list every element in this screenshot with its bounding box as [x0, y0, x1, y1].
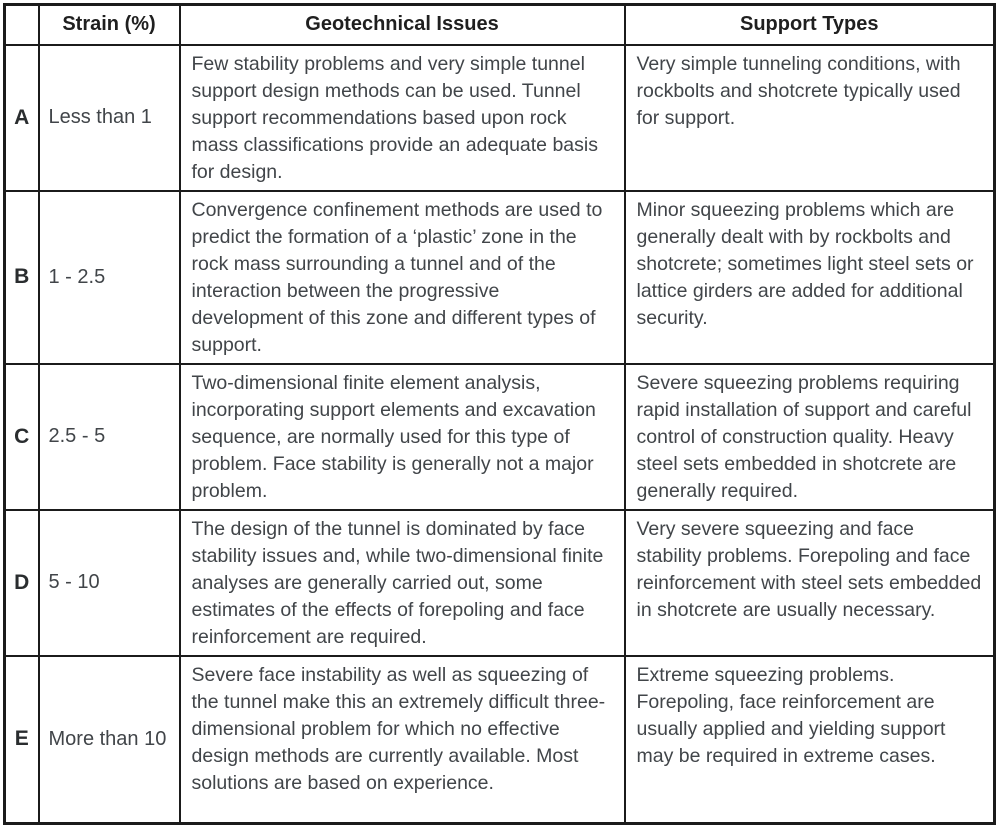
support-types-cell: Very severe squeezing and face stability… — [623, 508, 996, 657]
header-geotechnical-issues: Geotechnical Issues — [178, 3, 626, 46]
support-types-cell: Extreme squeezing problems. Forepoling, … — [623, 654, 996, 825]
class-cell: D — [3, 508, 40, 657]
strain-cell: 5 - 10 — [37, 508, 181, 657]
header-class — [3, 3, 40, 46]
geotechnical-issues-cell: Convergence confinement methods are used… — [178, 189, 626, 365]
strain-cell: 2.5 - 5 — [37, 362, 181, 511]
page: Strain (%) Geotechnical Issues Support T… — [3, 3, 996, 825]
geotechnical-issues-cell: Two-dimensional finite element analysis,… — [178, 362, 626, 511]
geotechnical-issues-cell: Severe face instability as well as squee… — [178, 654, 626, 825]
geotechnical-issues-cell: The design of the tunnel is dominated by… — [178, 508, 626, 657]
table-row-e: E More than 10 Severe face instability a… — [3, 654, 996, 825]
header-row: Strain (%) Geotechnical Issues Support T… — [3, 3, 996, 46]
table-row-b: B 1 - 2.5 Convergence confinement method… — [3, 189, 996, 365]
class-cell: C — [3, 362, 40, 511]
table-row-d: D 5 - 10 The design of the tunnel is dom… — [3, 508, 996, 657]
class-cell: A — [3, 43, 40, 192]
geotechnical-issues-cell: Few stability problems and very simple t… — [178, 43, 626, 192]
header-strain: Strain (%) — [37, 3, 181, 46]
strain-cell: Less than 1 — [37, 43, 181, 192]
class-cell: B — [3, 189, 40, 365]
header-support-types: Support Types — [623, 3, 996, 46]
strain-cell: 1 - 2.5 — [37, 189, 181, 365]
squeezing-classification-table: Strain (%) Geotechnical Issues Support T… — [3, 3, 996, 825]
support-types-cell: Severe squeezing problems requiring rapi… — [623, 362, 996, 511]
support-types-cell: Minor squeezing problems which are gener… — [623, 189, 996, 365]
table-row-a: A Less than 1 Few stability problems and… — [3, 43, 996, 192]
table-row-c: C 2.5 - 5 Two-dimensional finite element… — [3, 362, 996, 511]
support-types-cell: Very simple tunneling conditions, with r… — [623, 43, 996, 192]
strain-cell: More than 10 — [37, 654, 181, 825]
class-cell: E — [3, 654, 40, 825]
